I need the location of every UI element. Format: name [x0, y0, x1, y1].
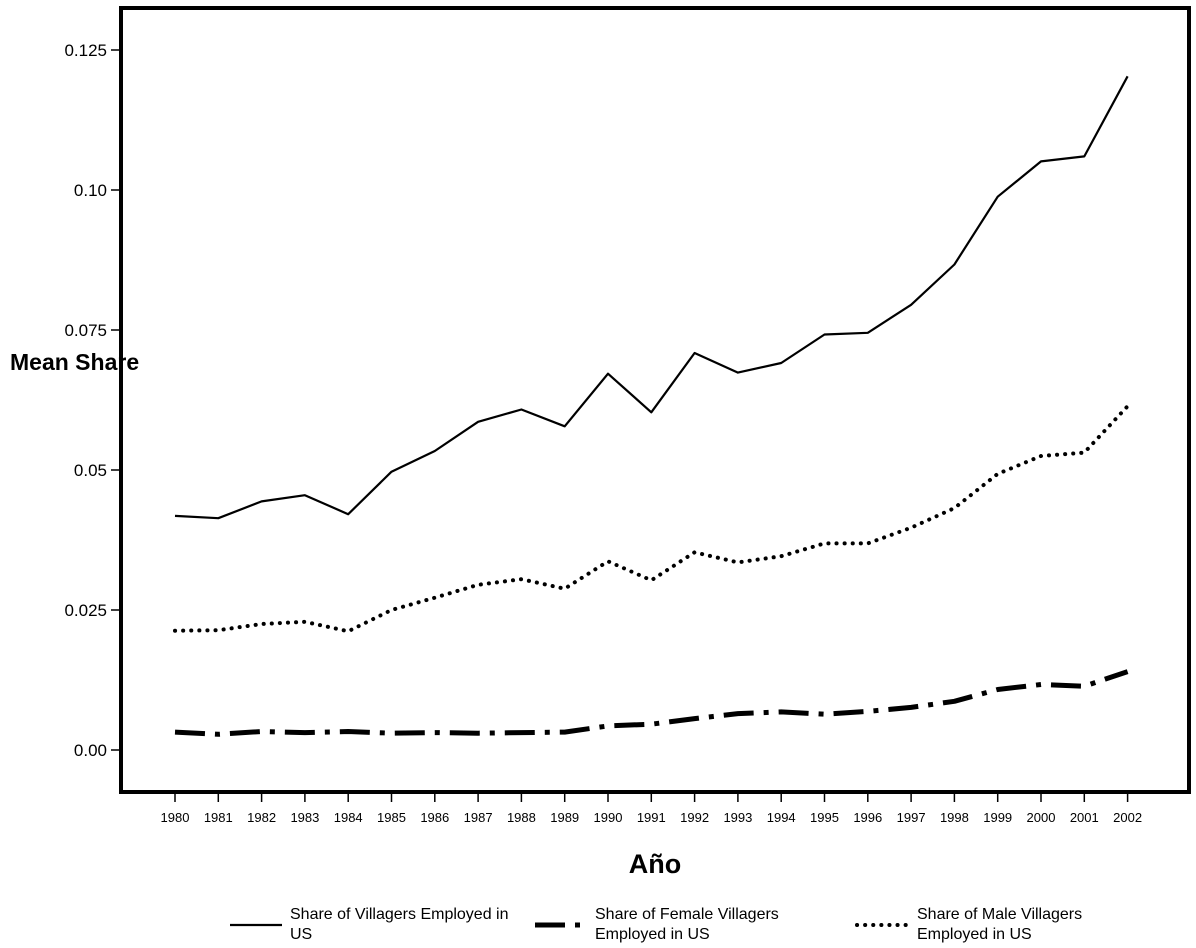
y-tick-label: 0.00 — [74, 741, 107, 760]
y-tick-label: 0.125 — [64, 41, 107, 60]
x-tick-label: 1983 — [290, 810, 319, 825]
x-tick-label: 1981 — [204, 810, 233, 825]
x-tick-label: 2001 — [1070, 810, 1099, 825]
y-tick-label: 0.10 — [74, 181, 107, 200]
x-tick-label: 1980 — [161, 810, 190, 825]
legend-label-line2: US — [290, 926, 312, 943]
legend-label-line1: Share of Male Villagers — [917, 906, 1082, 923]
x-tick-label: 1994 — [767, 810, 796, 825]
y-axis-title: Mean Share — [10, 349, 139, 375]
y-axis: 0.00 0.025 0.05 0.075 0.10 0.125 — [64, 41, 121, 760]
x-tick-label: 1990 — [594, 810, 623, 825]
x-tick-label: 1995 — [810, 810, 839, 825]
x-axis: 1980 1981 1982 1983 1984 1985 1986 1987 1988 1989… — [161, 792, 1142, 825]
legend-label-line2: Employed in US — [917, 926, 1032, 943]
legend-label-line2: Employed in US — [595, 926, 710, 943]
series-line-1 — [174, 75, 1129, 520]
x-tick-label: 1992 — [680, 810, 709, 825]
x-tick-label: 1987 — [464, 810, 493, 825]
series-lines — [173, 75, 1130, 737]
x-tick-label: 2002 — [1113, 810, 1142, 825]
x-tick-label: 1999 — [983, 810, 1012, 825]
y-tick-label: 0.05 — [74, 461, 107, 480]
x-tick-label: 2000 — [1027, 810, 1056, 825]
x-tick-label: 1996 — [853, 810, 882, 825]
x-tick-label: 1997 — [897, 810, 926, 825]
y-tick-label: 0.075 — [64, 321, 107, 340]
x-tick-label: 1985 — [377, 810, 406, 825]
x-tick-label: 1998 — [940, 810, 969, 825]
x-tick-label: 1988 — [507, 810, 536, 825]
legend-label-line1: Share of Female Villagers — [595, 906, 779, 923]
x-axis-title: Año — [629, 849, 681, 879]
x-tick-label: 1982 — [247, 810, 276, 825]
legend-item-3: Share of Male Villagers Employed in US — [855, 906, 1082, 943]
legend-label-line1: Share of Villagers Employed in — [290, 906, 509, 923]
y-tick-label: 0.025 — [64, 601, 107, 620]
x-tick-label: 1986 — [420, 810, 449, 825]
legend-item-2: Share of Female Villagers Employed in US — [535, 906, 779, 943]
x-tick-label: 1991 — [637, 810, 666, 825]
x-tick-label: 1984 — [334, 810, 363, 825]
legend-item-1: Share of Villagers Employed in US — [230, 906, 509, 943]
x-tick-label: 1989 — [550, 810, 579, 825]
series-line-2 — [174, 669, 1129, 737]
plot-frame — [119, 6, 1191, 794]
x-tick-label: 1993 — [723, 810, 752, 825]
